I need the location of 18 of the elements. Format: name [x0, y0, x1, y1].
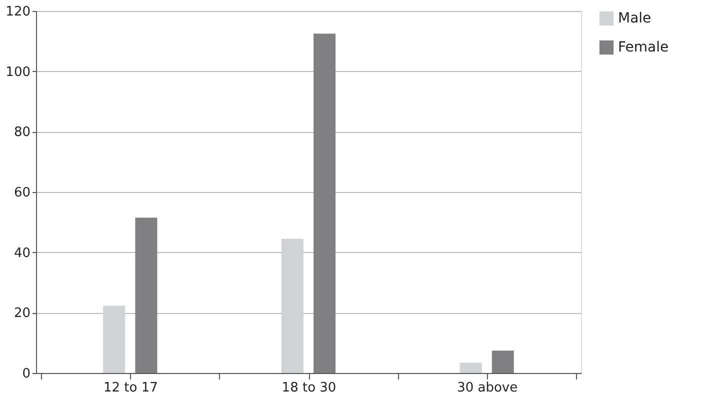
bar: [314, 34, 336, 373]
y-tick-label: 40: [14, 246, 30, 261]
y-tick-label: 60: [14, 186, 30, 200]
y-tick-label: 20: [14, 306, 30, 322]
legend-label: Female: [618, 40, 669, 56]
x-tick-label: 12 to 17: [103, 380, 158, 396]
x-tick-label: 30 above: [457, 380, 518, 396]
y-tick-label: 120: [6, 4, 30, 20]
x-tick-label: 18 to 30: [282, 380, 336, 396]
y-tick-label: 100: [6, 64, 30, 80]
bar: [460, 362, 482, 373]
y-tick-label: 0: [22, 366, 30, 382]
bar: [281, 238, 304, 373]
bar: [135, 218, 158, 373]
legend-label: Male: [618, 10, 652, 26]
bar: [103, 306, 126, 373]
y-tick-label: 80: [14, 125, 30, 140]
bar: [492, 350, 514, 373]
